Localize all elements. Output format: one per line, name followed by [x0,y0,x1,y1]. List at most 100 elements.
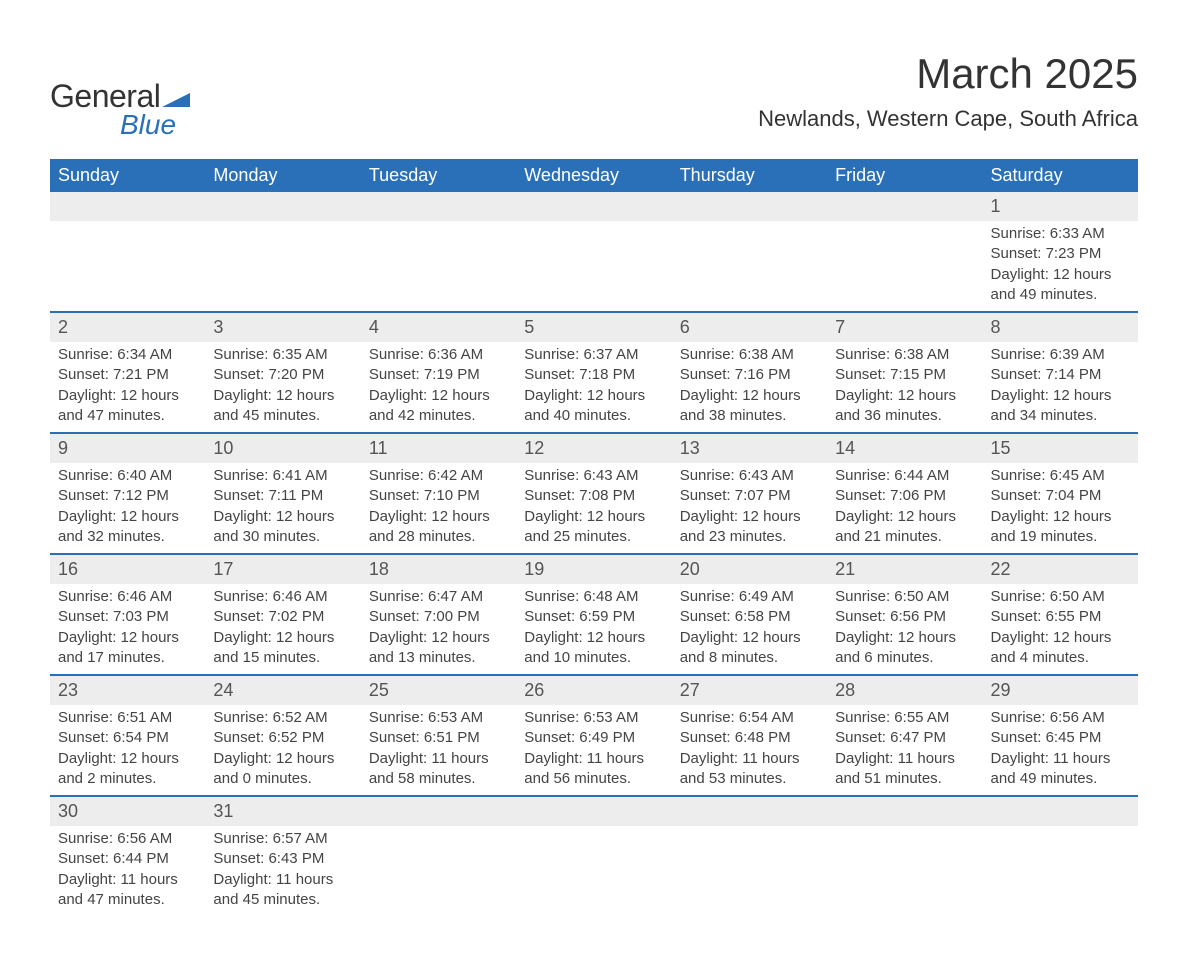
detail-line: Sunrise: 6:44 AM [835,466,974,486]
day-detail-cell: Sunrise: 6:51 AMSunset: 6:54 PMDaylight:… [50,705,205,796]
day-detail-cell [827,826,982,916]
detail-line: and 0 minutes. [213,769,352,789]
location: Newlands, Western Cape, South Africa [758,106,1138,132]
detail-line: and 13 minutes. [369,648,508,668]
detail-line: Sunrise: 6:50 AM [991,587,1130,607]
day-detail-cell [50,221,205,312]
detail-line: Sunrise: 6:39 AM [991,345,1130,365]
detail-line: and 10 minutes. [524,648,663,668]
day-header: Friday [827,159,982,192]
detail-line: and 17 minutes. [58,648,197,668]
day-number-cell: 18 [361,554,516,584]
detail-line: Sunset: 7:06 PM [835,486,974,506]
day-number-cell: 10 [205,433,360,463]
day-header: Saturday [983,159,1138,192]
detail-line: and 15 minutes. [213,648,352,668]
detail-line: Sunset: 6:45 PM [991,728,1130,748]
week-detail-row: Sunrise: 6:40 AMSunset: 7:12 PMDaylight:… [50,463,1138,554]
day-number-cell: 29 [983,675,1138,705]
day-number-cell: 25 [361,675,516,705]
detail-line: Daylight: 12 hours [991,386,1130,406]
detail-line: Sunset: 6:44 PM [58,849,197,869]
title-block: March 2025 Newlands, Western Cape, South… [758,50,1138,132]
detail-line: Sunrise: 6:53 AM [369,708,508,728]
day-detail-cell: Sunrise: 6:34 AMSunset: 7:21 PMDaylight:… [50,342,205,433]
detail-line: Sunset: 7:12 PM [58,486,197,506]
detail-line: and 8 minutes. [680,648,819,668]
detail-line: Sunrise: 6:46 AM [58,587,197,607]
detail-line: Sunset: 7:23 PM [991,244,1130,264]
day-detail-cell: Sunrise: 6:43 AMSunset: 7:08 PMDaylight:… [516,463,671,554]
detail-line: Sunrise: 6:48 AM [524,587,663,607]
header: General Blue March 2025 Newlands, Wester… [50,50,1138,141]
detail-line: Sunrise: 6:43 AM [680,466,819,486]
detail-line: Daylight: 12 hours [991,628,1130,648]
detail-line: Daylight: 12 hours [58,628,197,648]
detail-line: Sunrise: 6:41 AM [213,466,352,486]
detail-line: Daylight: 12 hours [835,507,974,527]
detail-line: and 42 minutes. [369,406,508,426]
day-number-cell: 22 [983,554,1138,584]
week-number-row: 23242526272829 [50,675,1138,705]
detail-line: Daylight: 12 hours [680,386,819,406]
detail-line: Sunset: 7:16 PM [680,365,819,385]
day-detail-cell: Sunrise: 6:56 AMSunset: 6:44 PMDaylight:… [50,826,205,916]
detail-line: Sunset: 7:11 PM [213,486,352,506]
detail-line: Daylight: 11 hours [524,749,663,769]
logo-word2: Blue [120,109,190,141]
day-detail-cell [672,826,827,916]
day-number-cell [672,192,827,221]
detail-line: Daylight: 12 hours [991,507,1130,527]
detail-line: and 45 minutes. [213,406,352,426]
day-detail-cell [672,221,827,312]
detail-line: Sunset: 7:14 PM [991,365,1130,385]
detail-line: Sunset: 7:10 PM [369,486,508,506]
detail-line: Daylight: 12 hours [524,386,663,406]
day-number-cell [827,796,982,826]
detail-line: and 30 minutes. [213,527,352,547]
detail-line: Sunrise: 6:45 AM [991,466,1130,486]
detail-line: Sunrise: 6:53 AM [524,708,663,728]
detail-line: Sunset: 6:51 PM [369,728,508,748]
day-number-cell: 5 [516,312,671,342]
day-header: Monday [205,159,360,192]
detail-line: Sunset: 6:58 PM [680,607,819,627]
detail-line: Daylight: 12 hours [369,628,508,648]
week-detail-row: Sunrise: 6:46 AMSunset: 7:03 PMDaylight:… [50,584,1138,675]
detail-line: Sunset: 6:52 PM [213,728,352,748]
detail-line: Sunset: 7:18 PM [524,365,663,385]
day-number-cell [361,192,516,221]
week-number-row: 3031 [50,796,1138,826]
day-detail-cell: Sunrise: 6:46 AMSunset: 7:02 PMDaylight:… [205,584,360,675]
day-number-cell [361,796,516,826]
detail-line: Sunset: 7:08 PM [524,486,663,506]
day-number-cell: 12 [516,433,671,463]
day-detail-cell [361,221,516,312]
detail-line: Daylight: 11 hours [213,870,352,890]
detail-line: Sunset: 7:03 PM [58,607,197,627]
detail-line: and 25 minutes. [524,527,663,547]
day-detail-cell: Sunrise: 6:40 AMSunset: 7:12 PMDaylight:… [50,463,205,554]
detail-line: Sunrise: 6:38 AM [680,345,819,365]
day-detail-cell: Sunrise: 6:54 AMSunset: 6:48 PMDaylight:… [672,705,827,796]
day-number-cell: 2 [50,312,205,342]
detail-line: Daylight: 11 hours [58,870,197,890]
detail-line: Sunrise: 6:42 AM [369,466,508,486]
day-detail-cell: Sunrise: 6:43 AMSunset: 7:07 PMDaylight:… [672,463,827,554]
detail-line: and 36 minutes. [835,406,974,426]
day-detail-cell [361,826,516,916]
day-number-cell: 17 [205,554,360,584]
day-number-cell: 8 [983,312,1138,342]
detail-line: and 19 minutes. [991,527,1130,547]
detail-line: Sunrise: 6:49 AM [680,587,819,607]
day-number-cell [983,796,1138,826]
day-detail-cell [205,221,360,312]
detail-line: Sunrise: 6:55 AM [835,708,974,728]
day-number-cell: 30 [50,796,205,826]
detail-line: Sunset: 7:07 PM [680,486,819,506]
day-number-cell: 20 [672,554,827,584]
day-detail-cell [983,826,1138,916]
logo-triangle-icon [162,89,190,107]
day-header: Tuesday [361,159,516,192]
detail-line: and 34 minutes. [991,406,1130,426]
